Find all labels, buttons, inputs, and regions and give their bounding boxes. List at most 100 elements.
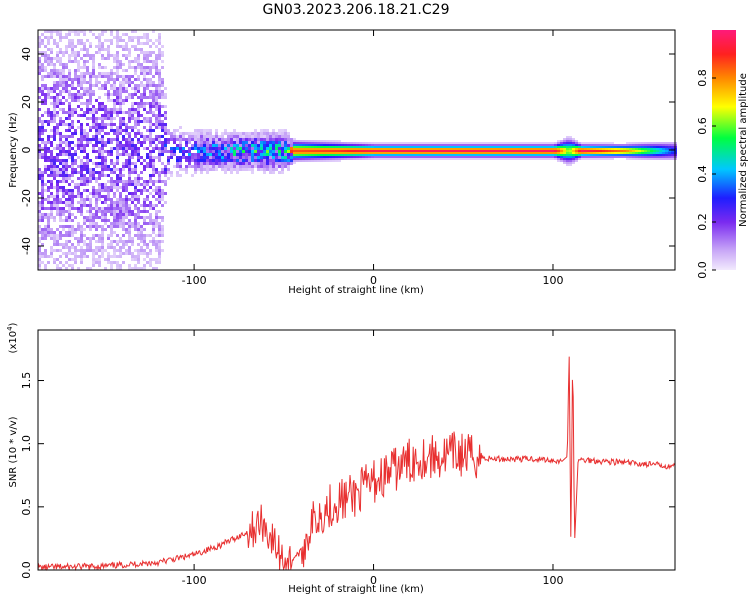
- spectrogram-cell: [50, 120, 53, 123]
- spectrogram-cell: [461, 146, 464, 148]
- spectrogram-cell: [101, 105, 104, 108]
- spectrogram-cell: [602, 152, 605, 154]
- spectrogram-cell: [101, 201, 104, 204]
- spectrogram-cell: [131, 267, 134, 270]
- spectrogram-cell: [38, 228, 41, 231]
- spectrogram-cell: [68, 177, 71, 180]
- spectrogram-cell: [104, 30, 107, 33]
- spectrogram-cell: [149, 186, 152, 189]
- spectrogram-cell: [602, 146, 605, 148]
- spectrogram-cell: [113, 249, 116, 252]
- spectrogram-cell: [68, 201, 71, 204]
- spectrogram-cell: [245, 168, 248, 171]
- spectrogram-cell: [71, 231, 74, 234]
- spectrogram-cell: [131, 129, 134, 132]
- spectrogram-cell: [86, 183, 89, 186]
- spectrogram-cell: [80, 246, 83, 249]
- spectrogram-cell: [347, 156, 350, 158]
- spectrogram-cell: [110, 126, 113, 129]
- spectrogram-cell: [92, 57, 95, 60]
- spectrogram-cell: [593, 148, 596, 150]
- spectrogram-cell: [68, 183, 71, 186]
- spectrogram-cell: [446, 148, 449, 150]
- spectrogram-cell: [98, 240, 101, 243]
- spectrogram-cell: [410, 150, 413, 152]
- spectrogram-cell: [53, 72, 56, 75]
- spectrogram-cell: [122, 102, 125, 105]
- spectrogram-cell: [236, 153, 239, 156]
- spectrogram-cell: [80, 132, 83, 135]
- spectrogram-cell: [134, 150, 137, 153]
- spectrogram-cell: [533, 158, 536, 160]
- spectrogram-cell: [71, 93, 74, 96]
- spectrogram-cell: [362, 154, 365, 156]
- spectrogram-cell: [110, 87, 113, 90]
- top-y-tick-label: -20: [20, 189, 33, 207]
- spectrogram-cell: [326, 160, 329, 162]
- spectrogram-cell: [383, 158, 386, 160]
- spectrogram-cell: [47, 213, 50, 216]
- spectrogram-cell: [59, 93, 62, 96]
- spectrogram-cell: [116, 111, 119, 114]
- spectrogram-cell: [359, 156, 362, 158]
- spectrogram-cell: [212, 141, 215, 144]
- spectrogram-cell: [437, 146, 440, 148]
- spectrogram-cell: [71, 258, 74, 261]
- spectrogram-cell: [59, 243, 62, 246]
- spectrogram-cell: [149, 144, 152, 147]
- spectrogram-cell: [47, 150, 50, 153]
- spectrogram-cell: [281, 162, 284, 165]
- spectrogram-cell: [68, 249, 71, 252]
- spectrogram-cell: [284, 138, 287, 141]
- spectrogram-cell: [86, 87, 89, 90]
- spectrogram-cell: [566, 144, 569, 146]
- spectrogram-cell: [167, 156, 170, 159]
- spectrogram-cell: [98, 261, 101, 264]
- spectrogram-cell: [380, 152, 383, 154]
- spectrogram-cell: [62, 210, 65, 213]
- spectrogram-cell: [56, 87, 59, 90]
- spectrogram-cell: [101, 207, 104, 210]
- spectrogram-cell: [470, 144, 473, 146]
- spectrogram-cell: [497, 156, 500, 158]
- spectrogram-cell: [68, 72, 71, 75]
- spectrogram-cell: [164, 123, 167, 126]
- spectrogram-cell: [635, 154, 638, 156]
- spectrogram-cell: [413, 144, 416, 146]
- spectrogram-cell: [335, 140, 338, 142]
- spectrogram-cell: [80, 237, 83, 240]
- spectrogram-cell: [131, 201, 134, 204]
- spectrogram-cell: [248, 147, 251, 150]
- spectrogram-cell: [320, 140, 323, 142]
- spectrogram-cell: [98, 147, 101, 150]
- spectrogram-cell: [47, 96, 50, 99]
- spectrogram-cell: [149, 126, 152, 129]
- spectrogram-cell: [71, 195, 74, 198]
- spectrogram-cell: [59, 60, 62, 63]
- spectrogram-cell: [281, 168, 284, 171]
- spectrogram-cell: [617, 154, 620, 156]
- spectrogram-cell: [113, 147, 116, 150]
- spectrogram-cell: [401, 144, 404, 146]
- spectrogram-cell: [113, 93, 116, 96]
- spectrogram-cell: [38, 120, 41, 123]
- spectrogram-cell: [143, 180, 146, 183]
- spectrogram-cell: [104, 174, 107, 177]
- spectrogram-cell: [311, 150, 314, 152]
- spectrogram-cell: [59, 102, 62, 105]
- spectrogram-cell: [332, 160, 335, 162]
- spectrogram-cell: [221, 147, 224, 150]
- spectrogram-cell: [557, 148, 560, 150]
- spectrogram-cell: [191, 174, 194, 177]
- spectrogram-cell: [242, 159, 245, 162]
- spectrogram-cell: [56, 132, 59, 135]
- spectrogram-cell: [107, 48, 110, 51]
- spectrogram-cell: [344, 142, 347, 144]
- spectrogram-cell: [191, 138, 194, 141]
- spectrogram-cell: [62, 120, 65, 123]
- spectrogram-cell: [122, 135, 125, 138]
- spectrogram-cell: [44, 111, 47, 114]
- spectrogram-cell: [602, 154, 605, 156]
- spectrogram-cell: [320, 154, 323, 156]
- spectrogram-cell: [53, 243, 56, 246]
